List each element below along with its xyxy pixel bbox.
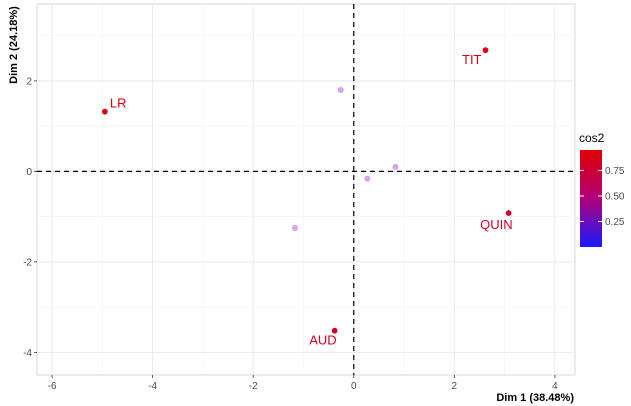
y-tick-label: 0 — [26, 167, 32, 178]
y-axis-title: Dim 2 (24.18%) — [8, 6, 20, 84]
point — [338, 87, 343, 92]
point-tit — [483, 48, 488, 53]
x-tick-label: 2 — [452, 381, 458, 392]
point-quin — [506, 210, 511, 215]
legend-tick-label: 0.50 — [605, 191, 625, 202]
point-lr — [102, 109, 107, 114]
x-axis-title: Dim 1 (38.48%) — [496, 392, 574, 404]
x-tick-label: -6 — [48, 381, 57, 392]
legend-colorbar — [580, 150, 602, 247]
legend-title: cos2 — [579, 131, 605, 145]
point-label-lr: LR — [110, 96, 127, 111]
legend-tick-label: 0.75 — [605, 166, 625, 177]
point — [365, 176, 370, 181]
x-tick-label: 4 — [552, 381, 558, 392]
y-tick-label: -2 — [23, 257, 32, 268]
x-tick-label: -4 — [148, 381, 157, 392]
point-label-tit: TIT — [462, 52, 482, 67]
point-label-quin: QUIN — [480, 217, 513, 232]
x-tick-label: -2 — [249, 381, 258, 392]
x-tick-label: 0 — [351, 381, 357, 392]
legend-tick-label: 0.25 — [605, 217, 625, 228]
y-tick-label: 2 — [26, 76, 32, 87]
point — [393, 164, 398, 169]
point — [292, 225, 297, 230]
y-tick-label: -4 — [23, 348, 32, 359]
point-label-aud: AUD — [309, 333, 336, 348]
plot-panel — [37, 4, 575, 375]
